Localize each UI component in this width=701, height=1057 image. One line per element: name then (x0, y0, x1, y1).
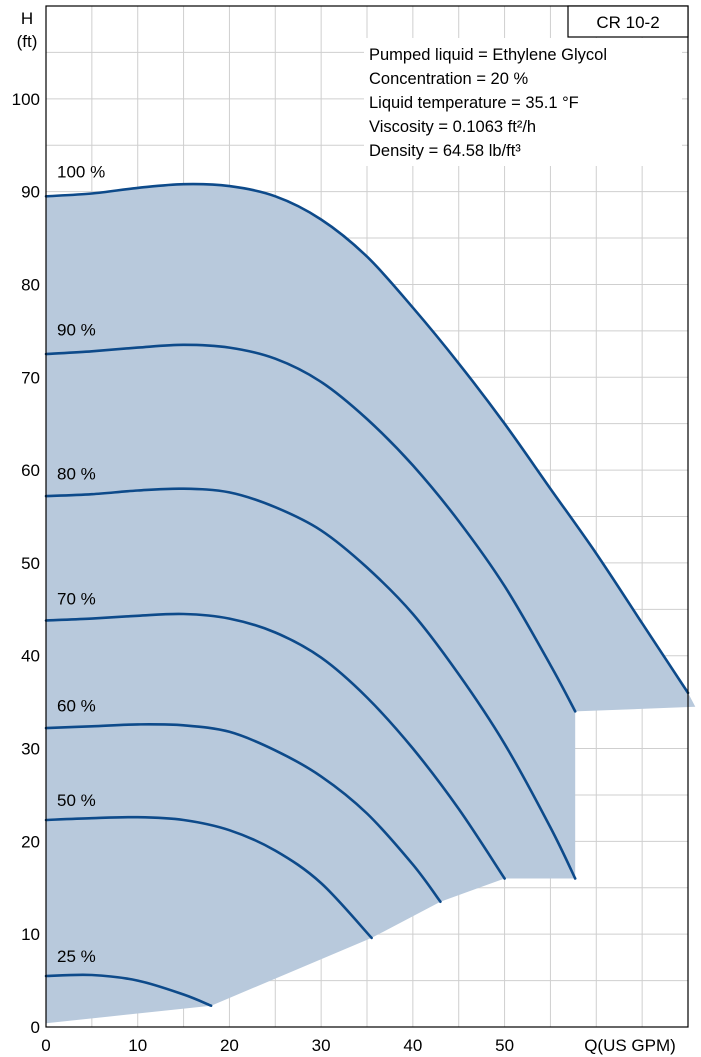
info-line-viscosity: Viscosity = 0.1063 ft²/h (369, 118, 536, 136)
curve-50-percent (44, 815, 373, 940)
y-axis-unit: (ft) (17, 32, 38, 51)
x-tick-label: 30 (312, 1036, 331, 1055)
y-tick-label: 60 (21, 461, 40, 480)
curve-label-25-percent: 25 % (57, 947, 96, 966)
info-box-background (364, 38, 682, 166)
curve-70-percent (44, 612, 506, 880)
y-tick-label: 30 (21, 740, 40, 759)
y-tick-label: 40 (21, 647, 40, 666)
curve-label-50-percent: 50 % (57, 791, 96, 810)
y-tick-label: 0 (31, 1018, 40, 1037)
y-tick-label: 10 (21, 925, 40, 944)
curve-label-80-percent: 80 % (57, 464, 96, 483)
y-tick-label: 80 (21, 275, 40, 294)
x-tick-label: 0 (41, 1036, 50, 1055)
curve-100-percent (44, 182, 690, 695)
x-tick-label: 20 (220, 1036, 239, 1055)
chart-title: CR 10-2 (596, 13, 659, 32)
curves (44, 182, 690, 1007)
y-tick-label: 70 (21, 368, 40, 387)
title-box: CR 10-2 (567, 5, 689, 38)
curve-label-70-percent: 70 % (57, 590, 96, 609)
x-tick-label: 10 (128, 1036, 147, 1055)
curve-90-percent (44, 343, 577, 713)
title-box-frame (567, 5, 689, 38)
plot-frame (45, 5, 689, 1028)
y-tick-label: 20 (21, 832, 40, 851)
operating-area (46, 184, 696, 1024)
y-tick-label: 100 (12, 90, 40, 109)
curve-label-90-percent: 90 % (57, 321, 96, 340)
x-axis-label: Q(US GPM) (584, 1036, 676, 1055)
info-line-density: Density = 64.58 lb/ft³ (369, 142, 521, 160)
curve-60-percent (44, 723, 442, 903)
info-line-liquid: Pumped liquid = Ethylene Glycol (369, 46, 607, 64)
tick-labels: 0 10 20 30 40 50 0 10 20 30 40 50 60 70 80 90 100 (12, 90, 514, 1055)
curve-80-percent (44, 487, 577, 880)
curve-label-100-percent: 100 % (57, 163, 105, 182)
y-tick-label: 50 (21, 554, 40, 573)
y-tick-label: 90 (21, 183, 40, 202)
x-tick-label: 40 (403, 1036, 422, 1055)
curve-25-percent (44, 973, 213, 1007)
x-tick-label: 50 (495, 1036, 514, 1055)
info-line-concentration: Concentration = 20 % (369, 70, 528, 88)
curve-labels: 100 % 90 % 80 % 70 % 60 % 50 % 25 % (57, 163, 105, 966)
info-box: Pumped liquid = Ethylene Glycol Concentr… (364, 38, 682, 166)
y-axis-label: H (21, 9, 33, 28)
curve-label-60-percent: 60 % (57, 696, 96, 715)
info-line-temperature: Liquid temperature = 35.1 °F (369, 94, 579, 112)
